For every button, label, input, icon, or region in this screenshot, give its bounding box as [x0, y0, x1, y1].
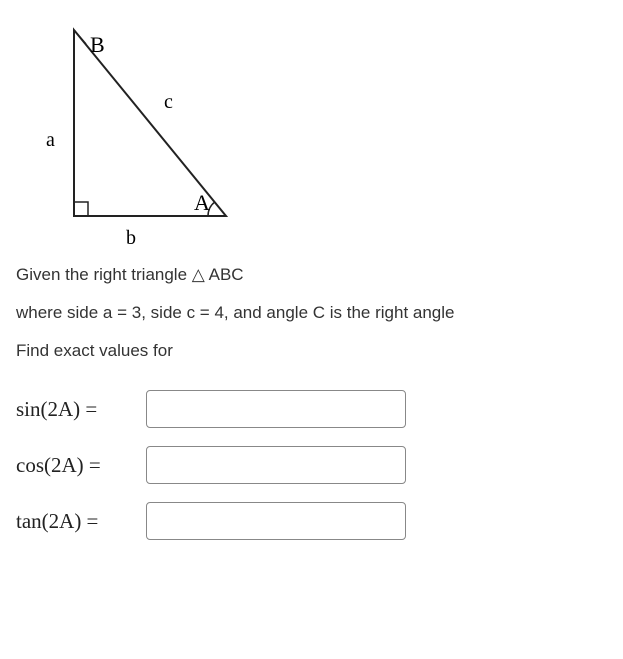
sin-label: sin(2A) = [16, 397, 146, 422]
problem-line-2: where side a = 3, side c = 4, and angle … [16, 301, 607, 325]
cos-input[interactable] [146, 446, 406, 484]
side-c-label: c [164, 91, 173, 113]
sin-input[interactable] [146, 390, 406, 428]
side-a-label: a [46, 129, 55, 151]
tan-label: tan(2A) = [16, 509, 146, 534]
triangle-diagram: B c a A b [16, 16, 607, 251]
cos-label: cos(2A) = [16, 453, 146, 478]
problem-line-3: Find exact values for [16, 339, 607, 363]
triangle-symbol: △ [192, 265, 205, 284]
cos-row: cos(2A) = [16, 446, 607, 484]
problem-line-1: Given the right triangle △ ABC [16, 263, 607, 287]
vertex-A-label: A [194, 190, 210, 215]
problem-text-1a: Given the right triangle [16, 265, 192, 284]
triangle-svg: B c a A b [16, 16, 256, 246]
tan-input[interactable] [146, 502, 406, 540]
sin-row: sin(2A) = [16, 390, 607, 428]
vertex-B-label: B [90, 32, 105, 57]
answer-rows: sin(2A) = cos(2A) = tan(2A) = [16, 390, 607, 540]
side-b-label: b [126, 227, 136, 246]
tan-row: tan(2A) = [16, 502, 607, 540]
problem-text-1b: ABC [205, 265, 244, 284]
